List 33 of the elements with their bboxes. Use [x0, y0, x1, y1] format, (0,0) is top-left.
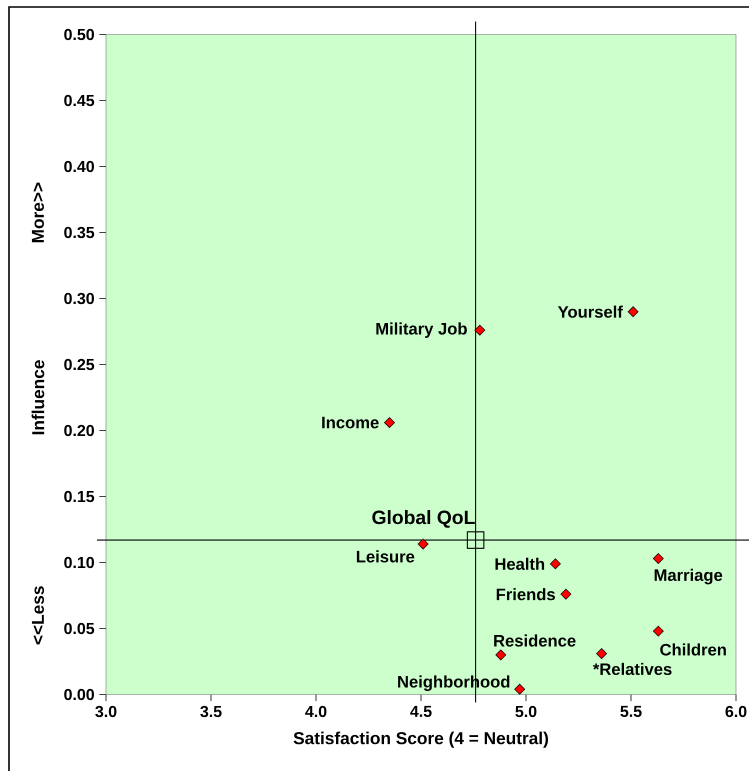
- annotation: Children: [660, 643, 726, 656]
- y-tick-label: 0.25: [64, 358, 94, 370]
- x-tick-label: 3.0: [95, 706, 116, 718]
- y-tick-label: 0.30: [64, 292, 94, 304]
- y-tick-label: 0.40: [64, 160, 94, 172]
- y-tick-label: 0.00: [64, 688, 94, 700]
- annotation: *Relatives: [592, 662, 672, 676]
- y-tick-label: 0.45: [64, 94, 94, 106]
- x-axis-title: Satisfaction Score (4 = Neutral): [294, 732, 548, 748]
- x-tick-label: 3.5: [200, 706, 222, 718]
- annotation: Military Job: [376, 322, 467, 338]
- series-label: Global QoL: [372, 510, 475, 528]
- text: <<Less: [32, 586, 44, 644]
- y-tick-label: 0.50: [64, 28, 94, 40]
- y-tick-label: 0.15: [64, 490, 94, 502]
- annotation: Friends: [496, 588, 555, 600]
- y-tick-label: 0.35: [64, 226, 94, 238]
- y-axis-title: Influence: [32, 360, 44, 434]
- x-tick-label: 5.0: [515, 706, 536, 718]
- annotation: Yourself: [558, 306, 623, 318]
- y-tick-label: 0.20: [64, 424, 94, 436]
- y-tick-label: 0.05: [64, 622, 94, 634]
- x-tick-label: 6.0: [726, 706, 746, 718]
- annotation: Marriage: [654, 568, 722, 584]
- x-tick-label: 4.5: [410, 706, 432, 717]
- annotation: Leisure: [356, 550, 414, 562]
- annotation: Residence: [494, 634, 576, 647]
- text: More>>: [32, 182, 44, 242]
- x-tick-label: 5.5: [620, 706, 642, 717]
- annotation: Health: [495, 558, 544, 570]
- annotation: Income: [322, 416, 379, 428]
- y-tick-label: 0.10: [64, 556, 94, 568]
- x-tick-label: 4.0: [305, 706, 326, 718]
